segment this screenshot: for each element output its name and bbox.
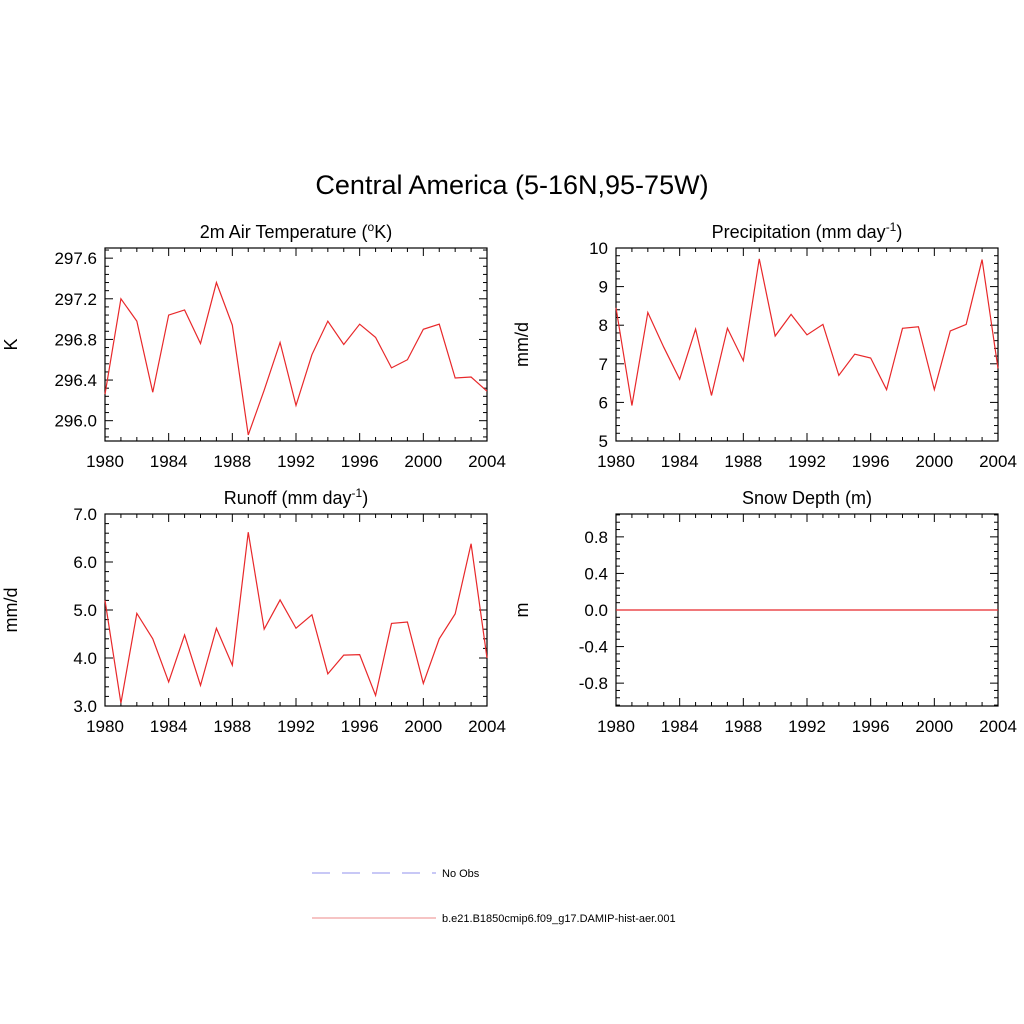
panel-title-main: Runoff (mm day	[224, 488, 352, 508]
y-tick-label: 6	[599, 393, 608, 412]
series-line	[104, 280, 488, 436]
y-tick-label: -0.4	[579, 638, 608, 657]
y-tick-label: 7	[599, 355, 608, 374]
panel-title-superscript: -1	[886, 220, 897, 234]
panel-title: Snow Depth (m)	[742, 488, 872, 508]
panel-snow-depth: Snow Depth (m) m 1980 1984 1988 1992 1996 2000 2…	[512, 488, 1017, 736]
x-tick-label: 2004	[979, 452, 1017, 471]
x-tick-label: 1996	[852, 717, 890, 736]
plot-frame	[104, 513, 488, 707]
panel-title-main: Precipitation (mm day	[712, 222, 886, 242]
series-line	[104, 532, 488, 704]
y-axis-label: mm/d	[512, 322, 532, 367]
y-tick-label: 297.2	[54, 290, 97, 309]
x-tick-label: 1996	[852, 452, 890, 471]
panel-title-main: 2m Air Temperature (	[200, 222, 368, 242]
panel-title-superscript: o	[368, 220, 375, 234]
panel-title-superscript: -1	[352, 486, 363, 500]
panel-temperature: 2m Air Temperature (oK) K 1980 1984 1988 1992…	[1, 220, 506, 471]
legend-label: b.e21.B1850cmip6.f09_g17.DAMIP-hist-aer.…	[442, 913, 676, 925]
y-tick-label: 5	[599, 432, 608, 451]
x-tick-label: 2004	[468, 717, 506, 736]
panel-title-end: K)	[374, 222, 392, 242]
y-tick-label: 0.4	[584, 564, 608, 583]
legend-label: No Obs	[442, 868, 480, 880]
y-tick-label: 5.0	[73, 601, 97, 620]
panel-runoff: Runoff (mm day-1) mm/d 1980 1984 1988 1992 199…	[1, 486, 506, 736]
series-line	[615, 258, 999, 406]
x-tick-label: 1988	[213, 452, 251, 471]
y-tick-label: 296.4	[54, 371, 97, 390]
x-tick-label: 1996	[341, 717, 379, 736]
x-tick-label: 1984	[661, 452, 699, 471]
y-tick-label: 3.0	[73, 697, 97, 716]
x-tick-label: 1988	[724, 452, 762, 471]
y-tick-label: 297.6	[54, 249, 97, 268]
x-tick-label: 1992	[277, 717, 315, 736]
x-tick-label: 2000	[915, 452, 953, 471]
x-tick-label: 1980	[86, 452, 124, 471]
panel-title-main: Snow Depth (m)	[742, 488, 872, 508]
x-tick-label: 1988	[213, 717, 251, 736]
x-tick-label: 1988	[724, 717, 762, 736]
y-tick-label: 296.8	[54, 330, 97, 349]
plot-frame	[615, 247, 999, 442]
panel-title-end: )	[896, 222, 902, 242]
panel-title: 2m Air Temperature (oK)	[200, 220, 392, 242]
panel-title: Precipitation (mm day-1)	[712, 220, 903, 242]
y-tick-label: 296.0	[54, 412, 97, 431]
x-tick-label: 1992	[788, 452, 826, 471]
x-tick-label: 1980	[597, 452, 635, 471]
x-tick-label: 1984	[661, 717, 699, 736]
y-tick-label: 10	[589, 239, 608, 258]
panel-title-end: )	[362, 488, 368, 508]
x-tick-label: 1992	[788, 717, 826, 736]
x-tick-label: 1984	[150, 717, 188, 736]
panel-precipitation: Precipitation (mm day-1) mm/d 1980 1984 1988…	[512, 220, 1017, 471]
legend: No Obs b.e21.B1850cmip6.f09_g17.DAMIP-his…	[312, 868, 676, 925]
plot-frame	[104, 247, 488, 442]
x-tick-label: 1992	[277, 452, 315, 471]
figure-title: Central America (5-16N,95-75W)	[315, 170, 709, 200]
y-tick-label: 0.8	[584, 528, 608, 547]
y-axis-label: mm/d	[1, 588, 21, 633]
y-tick-label: 6.0	[73, 553, 97, 572]
x-tick-label: 1980	[597, 717, 635, 736]
y-tick-label: -0.8	[579, 674, 608, 693]
x-tick-label: 2000	[915, 717, 953, 736]
y-tick-label: 9	[599, 278, 608, 297]
x-tick-label: 2000	[404, 452, 442, 471]
x-tick-label: 1980	[86, 717, 124, 736]
x-tick-label: 1984	[150, 452, 188, 471]
x-tick-label: 2004	[979, 717, 1017, 736]
y-axis-label: K	[1, 338, 21, 350]
x-tick-label: 2000	[404, 717, 442, 736]
x-tick-label: 1996	[341, 452, 379, 471]
y-axis-label: m	[512, 603, 532, 618]
y-tick-label: 0.0	[584, 601, 608, 620]
y-tick-label: 8	[599, 316, 608, 335]
panel-title: Runoff (mm day-1)	[224, 486, 368, 508]
y-tick-label: 7.0	[73, 505, 97, 524]
x-tick-label: 2004	[468, 452, 506, 471]
y-tick-label: 4.0	[73, 649, 97, 668]
